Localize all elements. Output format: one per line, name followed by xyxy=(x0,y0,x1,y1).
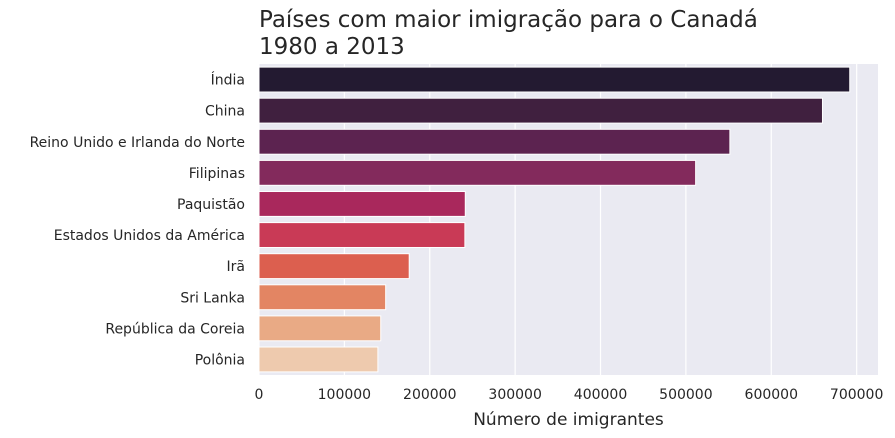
y-tick-label: China xyxy=(205,104,245,120)
x-tick-label: 300000 xyxy=(488,387,541,403)
y-tick-label: Índia xyxy=(211,72,245,89)
bar xyxy=(258,97,823,124)
bars xyxy=(258,66,851,373)
y-tick-label: Sri Lanka xyxy=(180,290,245,306)
x-tick-label: 100000 xyxy=(318,387,371,403)
y-tick-label: Filipinas xyxy=(189,166,245,182)
bar xyxy=(258,191,466,217)
x-tick-label: 0 xyxy=(255,387,264,403)
bar xyxy=(258,128,731,155)
y-tick-label: Polônia xyxy=(195,352,245,368)
chart-title-line-1: Países com maior imigração para o Canadá xyxy=(259,7,758,33)
bar xyxy=(258,66,851,93)
x-axis-label: Número de imigrantes xyxy=(473,410,664,430)
x-tick-label: 600000 xyxy=(745,387,798,403)
x-tick-label: 200000 xyxy=(403,387,456,403)
chart-title-line-2: 1980 a 2013 xyxy=(259,34,405,60)
y-tick-label: República da Coreia xyxy=(105,321,245,337)
x-tick-label: 700000 xyxy=(830,387,883,403)
x-tick-label: 400000 xyxy=(574,387,627,403)
y-tick-label: Irã xyxy=(227,259,245,275)
bar xyxy=(258,284,387,311)
x-tick-label: 500000 xyxy=(659,387,712,403)
x-tick-labels: 0 100000 200000 300000 400000 500000 600000 700… xyxy=(255,387,884,403)
bar xyxy=(258,346,379,373)
bar xyxy=(258,253,410,280)
y-tick-label: Reino Unido e Irlanda do Norte xyxy=(30,135,245,151)
chart-title: Países com maior imigração para o Canadá… xyxy=(259,7,758,61)
y-tick-label: Estados Unidos da América xyxy=(54,228,245,244)
y-tick-labels: Índia China Reino Unido e Irlanda do Norte… xyxy=(30,72,245,369)
y-tick-label: Paquistão xyxy=(177,197,245,213)
bar xyxy=(258,159,697,186)
bar xyxy=(258,315,382,342)
bar xyxy=(258,222,466,248)
